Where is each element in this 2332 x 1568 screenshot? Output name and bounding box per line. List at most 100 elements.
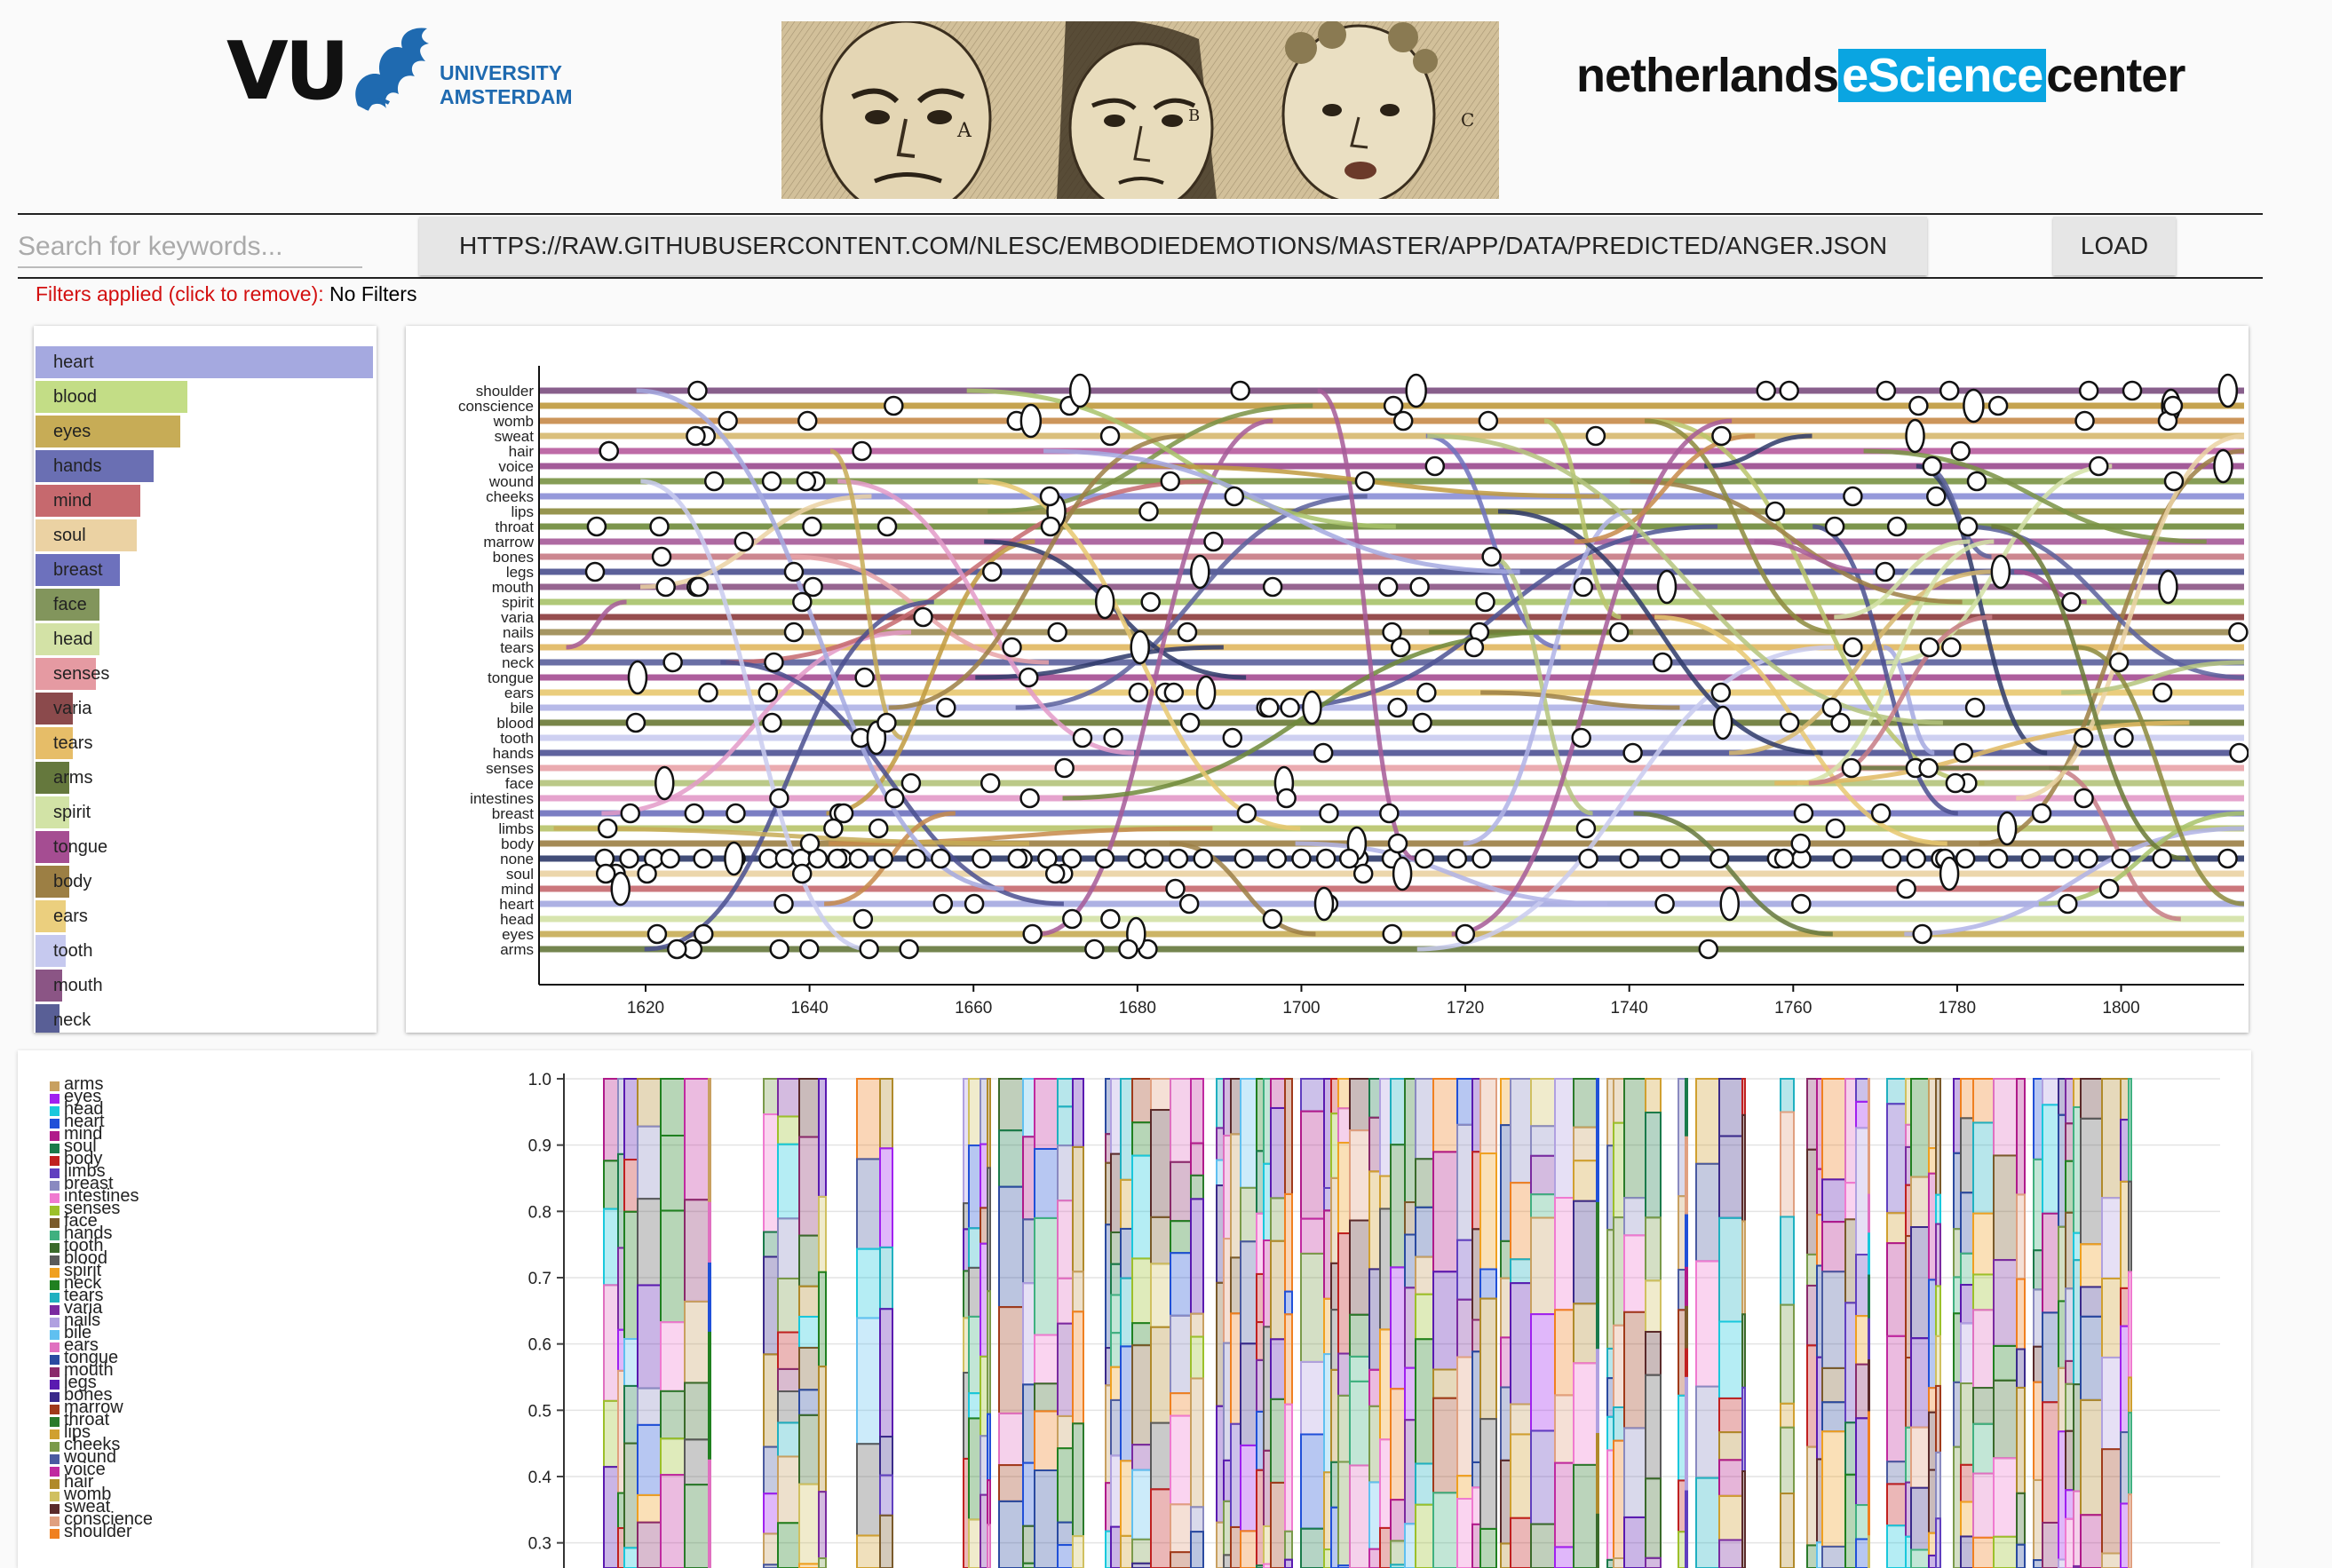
event-marker[interactable]	[1608, 622, 1630, 643]
event-marker[interactable]	[1392, 410, 1414, 432]
event-marker[interactable]	[2031, 803, 2052, 824]
event-marker[interactable]	[1160, 471, 1181, 492]
event-marker[interactable]	[769, 788, 789, 809]
event-marker[interactable]	[688, 576, 710, 598]
event-marker[interactable]	[1002, 637, 1022, 658]
event-marker[interactable]	[1876, 380, 1897, 401]
event-marker[interactable]	[2078, 848, 2098, 869]
event-marker[interactable]	[1266, 848, 1288, 869]
event-marker[interactable]	[1455, 923, 1476, 945]
event-marker[interactable]	[1765, 501, 1786, 522]
event-marker[interactable]	[1280, 697, 1300, 718]
event-marker[interactable]	[1100, 908, 1121, 930]
event-marker[interactable]	[1140, 591, 1161, 613]
event-marker[interactable]	[1094, 584, 1115, 620]
event-marker[interactable]	[724, 841, 744, 876]
event-marker[interactable]	[1918, 757, 1939, 779]
event-marker[interactable]	[2122, 380, 2143, 401]
event-marker[interactable]	[1061, 848, 1083, 869]
event-marker[interactable]	[1926, 486, 1947, 507]
event-marker[interactable]	[1127, 848, 1148, 869]
event-marker[interactable]	[1383, 395, 1404, 416]
event-marker[interactable]	[1230, 380, 1250, 401]
event-marker[interactable]	[1773, 848, 1795, 869]
event-marker[interactable]	[1478, 410, 1499, 432]
event-marker[interactable]	[1619, 848, 1639, 869]
event-marker[interactable]	[1830, 712, 1851, 733]
event-marker[interactable]	[1622, 742, 1643, 764]
event-marker[interactable]	[686, 425, 706, 447]
event-marker[interactable]	[1953, 742, 1974, 764]
event-marker[interactable]	[1138, 501, 1159, 522]
event-marker[interactable]	[1062, 908, 1083, 930]
event-marker[interactable]	[1475, 591, 1495, 613]
event-marker[interactable]	[868, 818, 889, 839]
event-marker[interactable]	[1886, 516, 1908, 537]
event-marker[interactable]	[1955, 848, 1976, 869]
event-marker[interactable]	[649, 516, 670, 537]
event-marker[interactable]	[792, 591, 813, 613]
event-marker[interactable]	[586, 516, 607, 537]
event-marker[interactable]	[1790, 833, 1811, 854]
event-marker[interactable]	[2108, 652, 2130, 673]
event-marker[interactable]	[1841, 757, 1862, 779]
event-marker[interactable]	[1352, 863, 1374, 884]
event-marker[interactable]	[646, 923, 668, 945]
event-marker[interactable]	[1573, 576, 1594, 598]
event-marker[interactable]	[1990, 554, 2011, 590]
event-marker[interactable]	[1377, 576, 1399, 598]
event-marker[interactable]	[1481, 546, 1502, 567]
event-marker[interactable]	[1262, 576, 1283, 598]
event-marker[interactable]	[655, 576, 676, 598]
event-marker[interactable]	[1387, 833, 1408, 854]
event-marker[interactable]	[718, 410, 738, 432]
event-marker[interactable]	[2098, 878, 2120, 899]
event-marker[interactable]	[1575, 818, 1597, 839]
event-marker[interactable]	[2152, 682, 2173, 703]
event-marker[interactable]	[2229, 742, 2249, 764]
event-marker[interactable]	[1047, 622, 1067, 643]
event-marker[interactable]	[1950, 440, 1971, 462]
event-marker[interactable]	[931, 848, 951, 869]
event-marker[interactable]	[1084, 938, 1105, 960]
event-marker[interactable]	[1409, 576, 1430, 598]
event-marker[interactable]	[637, 863, 657, 884]
event-marker[interactable]	[1824, 516, 1845, 537]
event-marker[interactable]	[2053, 848, 2074, 869]
event-marker[interactable]	[693, 848, 713, 869]
event-marker[interactable]	[1103, 727, 1123, 748]
event-marker[interactable]	[1875, 561, 1896, 582]
event-marker[interactable]	[932, 893, 954, 915]
event-marker[interactable]	[1870, 803, 1892, 824]
event-marker[interactable]	[1203, 531, 1224, 552]
event-marker[interactable]	[698, 682, 718, 703]
event-marker[interactable]	[1906, 848, 1927, 869]
event-marker[interactable]	[2162, 395, 2184, 416]
event-marker[interactable]	[1338, 848, 1360, 869]
event-marker[interactable]	[884, 788, 905, 809]
event-marker[interactable]	[980, 772, 1001, 794]
event-marker[interactable]	[876, 712, 897, 733]
event-marker[interactable]	[1233, 848, 1255, 869]
event-marker[interactable]	[1054, 757, 1075, 779]
event-marker[interactable]	[703, 471, 725, 492]
event-marker[interactable]	[796, 471, 817, 492]
event-marker[interactable]	[684, 803, 705, 824]
event-marker[interactable]	[2163, 471, 2185, 492]
event-marker[interactable]	[2089, 455, 2109, 477]
event-marker[interactable]	[1387, 697, 1408, 718]
load-button[interactable]: LOAD	[2053, 217, 2176, 275]
event-marker[interactable]	[1405, 373, 1427, 408]
event-marker[interactable]	[1128, 682, 1149, 703]
event-marker[interactable]	[726, 803, 746, 824]
event-marker[interactable]	[1922, 455, 1942, 477]
event-marker[interactable]	[1177, 622, 1198, 643]
event-marker[interactable]	[662, 652, 683, 673]
event-marker[interactable]	[1019, 667, 1039, 688]
event-marker[interactable]	[823, 818, 844, 839]
event-marker[interactable]	[2074, 410, 2095, 432]
event-marker[interactable]	[876, 516, 898, 537]
event-marker[interactable]	[1424, 455, 1446, 477]
event-marker[interactable]	[1963, 388, 1985, 424]
event-marker[interactable]	[1843, 637, 1863, 658]
